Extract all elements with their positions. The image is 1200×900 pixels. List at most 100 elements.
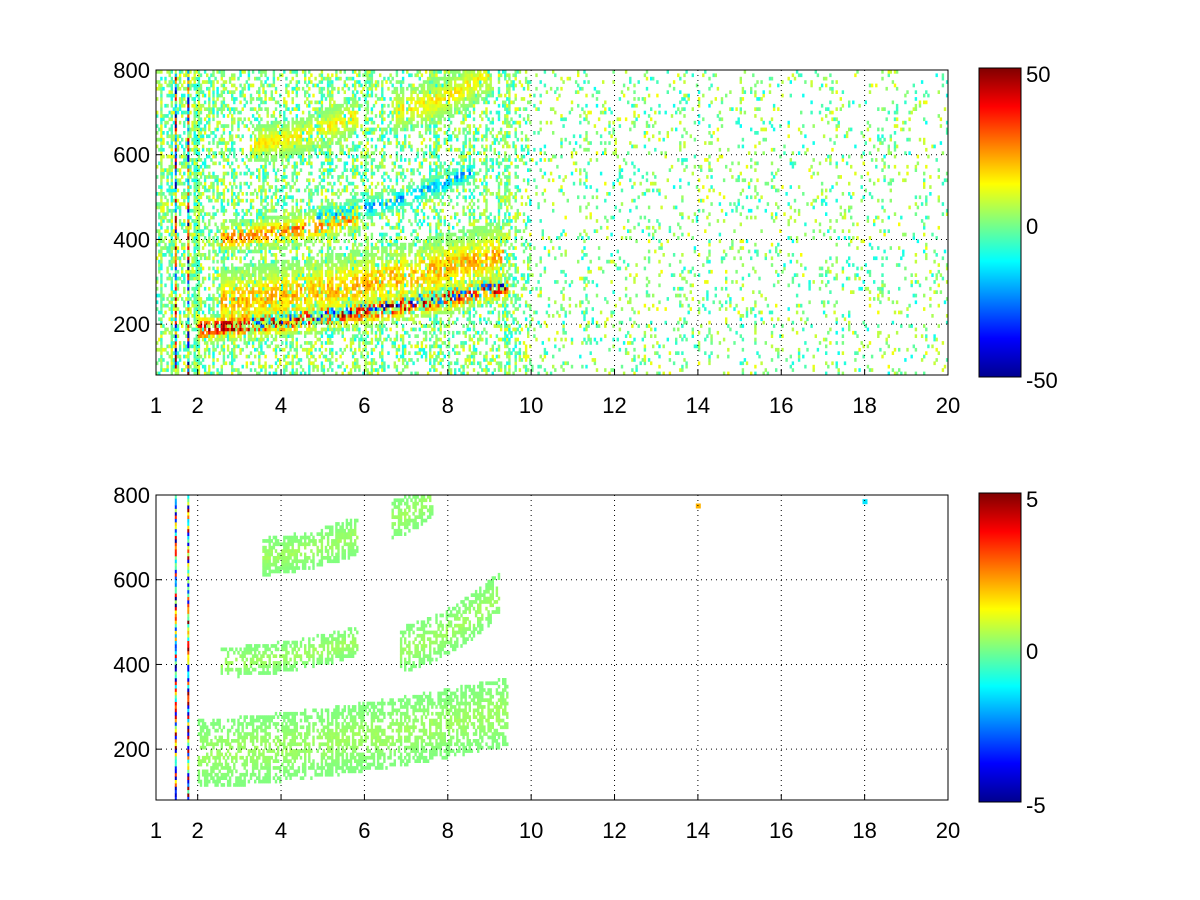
- heatmap-cell: [239, 280, 242, 284]
- heatmap-cell: [324, 168, 328, 172]
- heatmap-cell: [308, 70, 311, 74]
- heatmap-cell: [220, 337, 223, 342]
- heatmap-cell: [304, 324, 307, 328]
- heatmap-cell: [343, 83, 346, 88]
- heatmap-cell: [266, 307, 269, 311]
- heatmap-cell: [343, 127, 346, 132]
- heatmap-cell: [324, 144, 328, 149]
- heatmap-cell: [254, 134, 257, 139]
- heatmap-cell: [245, 219, 248, 223]
- heatmap-cell: [316, 107, 319, 111]
- heatmap-cell: [197, 178, 201, 183]
- heatmap-cell: [304, 100, 307, 105]
- heatmap-cell: [320, 229, 324, 233]
- heatmap-cell: [160, 86, 163, 91]
- heatmap-cell: [320, 192, 324, 196]
- heatmap-cell: [339, 212, 342, 216]
- heatmap-cell: [262, 290, 265, 294]
- heatmap-cell: [172, 273, 176, 277]
- heatmap-cell: [164, 168, 167, 172]
- heatmap-cell: [351, 310, 355, 315]
- heatmap-cell: [197, 330, 201, 335]
- heatmap-cell: [320, 361, 324, 366]
- heatmap-cell: [228, 337, 232, 342]
- heatmap-cell: [220, 73, 223, 78]
- heatmap-cell: [170, 144, 173, 149]
- heatmap-cell: [164, 303, 167, 308]
- heatmap-cell: [354, 239, 357, 244]
- heatmap-cell: [356, 80, 359, 84]
- heatmap-cell: [358, 83, 361, 88]
- heatmap-cell: [285, 141, 288, 145]
- heatmap-cell: [343, 80, 346, 84]
- heatmap-cell: [243, 93, 246, 98]
- heatmap-cell: [251, 107, 255, 111]
- heatmap-cell: [312, 242, 315, 247]
- heatmap-cell: [195, 90, 198, 94]
- heatmap-cell: [203, 93, 207, 98]
- heatmap-cell: [331, 330, 334, 335]
- heatmap-cell: [208, 103, 211, 108]
- heatmap-cell: [318, 147, 321, 152]
- heatmap-cell: [283, 215, 286, 220]
- heatmap-cell: [237, 212, 240, 216]
- heatmap-cell: [208, 286, 211, 291]
- heatmap-cell: [349, 168, 353, 172]
- heatmap-cell: [201, 219, 205, 223]
- heatmap-cell: [226, 324, 230, 328]
- heatmap-cell: [283, 330, 286, 335]
- heatmap-cell: [318, 229, 321, 233]
- heatmap-cell: [285, 117, 288, 122]
- heatmap-cell: [358, 300, 361, 305]
- heatmap-cell: [283, 303, 286, 308]
- heatmap-cell: [351, 307, 355, 311]
- heatmap-cell: [258, 134, 261, 139]
- heatmap-cell: [356, 168, 359, 172]
- heatmap-cell: [318, 280, 321, 284]
- heatmap-cell: [320, 320, 324, 325]
- heatmap-cell: [222, 314, 226, 318]
- heatmap-cell: [301, 124, 305, 128]
- heatmap-cell: [326, 215, 330, 220]
- heatmap-cell: [283, 232, 286, 237]
- heatmap-cell: [254, 127, 257, 132]
- heatmap-cell: [251, 256, 255, 261]
- heatmap-cell: [233, 249, 236, 254]
- heatmap-cell: [178, 181, 182, 186]
- heatmap-cell: [283, 154, 286, 159]
- heatmap-cell: [268, 208, 271, 213]
- heatmap-cell: [254, 158, 257, 162]
- heatmap-cell: [301, 127, 305, 132]
- heatmap-cell: [233, 341, 236, 345]
- heatmap-cell: [264, 222, 267, 227]
- heatmap-cell: [247, 168, 251, 172]
- heatmap-cell: [193, 273, 196, 277]
- heatmap-cell: [364, 361, 367, 366]
- heatmap-cell: [243, 273, 246, 277]
- heatmap-cell: [233, 198, 236, 203]
- heatmap-cell: [176, 198, 180, 203]
- heatmap-cell: [274, 310, 278, 315]
- heatmap-cell: [326, 80, 330, 84]
- heatmap-cell: [293, 212, 296, 216]
- heatmap-cell: [191, 76, 194, 81]
- heatmap-cell: [291, 144, 294, 149]
- heatmap-cell: [272, 229, 276, 233]
- heatmap-cell: [160, 171, 163, 176]
- heatmap-cell: [316, 273, 319, 277]
- heatmap-cell: [341, 188, 344, 193]
- heatmap-cell: [272, 293, 276, 298]
- heatmap-cell: [156, 110, 159, 115]
- heatmap-cell: [264, 290, 267, 294]
- heatmap-cell: [193, 158, 196, 162]
- heatmap-cell: [266, 127, 269, 132]
- heatmap-cell: [181, 242, 184, 247]
- heatmap-cell: [160, 202, 163, 206]
- heatmap-cell: [197, 192, 201, 196]
- heatmap-cell: [260, 80, 263, 84]
- heatmap-cell: [295, 232, 298, 237]
- heatmap-cell: [310, 314, 313, 318]
- heatmap-cell: [329, 208, 332, 213]
- heatmap-cell: [195, 93, 198, 98]
- heatmap-cell: [237, 327, 240, 332]
